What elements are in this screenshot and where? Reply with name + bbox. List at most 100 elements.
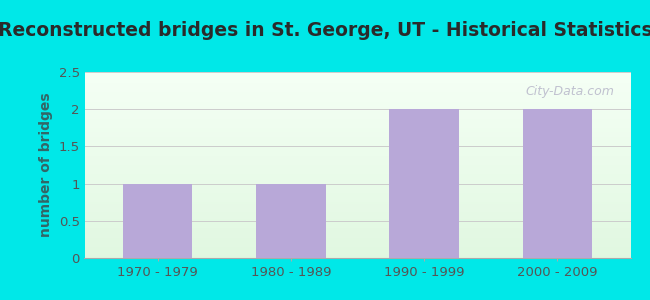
Bar	[84, 215, 630, 217]
Bar	[84, 139, 630, 141]
Bar	[84, 137, 630, 139]
Bar	[84, 126, 630, 128]
Bar	[84, 94, 630, 96]
Bar	[84, 200, 630, 202]
Bar	[84, 206, 630, 208]
Bar	[84, 120, 630, 122]
Bar	[84, 122, 630, 124]
Bar	[84, 163, 630, 165]
Text: City-Data.com: City-Data.com	[525, 85, 614, 98]
Bar	[84, 180, 630, 182]
Bar	[84, 239, 630, 241]
Bar	[84, 182, 630, 184]
Bar	[84, 96, 630, 98]
Bar	[84, 169, 630, 171]
Bar	[84, 187, 630, 189]
Bar	[84, 113, 630, 115]
Bar	[84, 204, 630, 206]
Bar	[84, 236, 630, 238]
Bar	[84, 256, 630, 258]
Bar	[84, 171, 630, 172]
Bar	[84, 208, 630, 210]
Bar	[84, 103, 630, 106]
Bar	[84, 128, 630, 130]
Bar	[256, 184, 326, 258]
Bar	[84, 202, 630, 204]
Bar	[84, 87, 630, 89]
Bar	[84, 249, 630, 250]
Bar	[84, 161, 630, 163]
Bar	[523, 109, 592, 258]
Bar	[84, 176, 630, 178]
Bar	[84, 130, 630, 131]
Bar	[84, 247, 630, 249]
Bar	[84, 148, 630, 150]
Bar	[84, 250, 630, 252]
Bar	[84, 230, 630, 232]
Bar	[84, 72, 630, 74]
Bar	[84, 238, 630, 239]
Bar	[84, 228, 630, 230]
Bar	[84, 185, 630, 187]
Bar	[84, 159, 630, 161]
Bar	[123, 184, 192, 258]
Bar	[84, 158, 630, 159]
Bar	[84, 210, 630, 212]
Bar	[84, 223, 630, 224]
Bar	[84, 189, 630, 191]
Bar	[84, 167, 630, 169]
Bar	[84, 196, 630, 199]
Bar	[84, 118, 630, 120]
Bar	[84, 107, 630, 109]
Bar	[84, 241, 630, 243]
Bar	[84, 76, 630, 78]
Bar	[84, 195, 630, 197]
Bar	[84, 98, 630, 100]
Bar	[84, 135, 630, 137]
Bar	[389, 109, 459, 258]
Bar	[84, 191, 630, 193]
Bar	[84, 252, 630, 254]
Bar	[84, 146, 630, 148]
Bar	[84, 85, 630, 87]
Bar	[84, 199, 630, 200]
Bar	[84, 232, 630, 234]
Bar	[84, 193, 630, 195]
Bar	[84, 115, 630, 117]
Bar	[84, 92, 630, 94]
Bar	[84, 152, 630, 154]
Bar	[84, 243, 630, 245]
Bar	[84, 174, 630, 176]
Bar	[84, 245, 630, 247]
Y-axis label: number of bridges: number of bridges	[39, 93, 53, 237]
Bar	[84, 102, 630, 103]
Bar	[84, 91, 630, 92]
Bar	[84, 184, 630, 185]
Bar	[84, 212, 630, 213]
Bar	[84, 80, 630, 81]
Bar	[84, 213, 630, 215]
Bar	[84, 156, 630, 158]
Bar	[84, 106, 630, 107]
Bar	[84, 254, 630, 256]
Bar	[84, 234, 630, 236]
Bar	[84, 141, 630, 143]
Bar	[84, 226, 630, 228]
Bar	[84, 124, 630, 126]
Bar	[84, 217, 630, 219]
Bar	[84, 143, 630, 145]
Bar	[84, 74, 630, 76]
Bar	[84, 219, 630, 221]
Bar	[84, 145, 630, 146]
Bar	[84, 117, 630, 118]
Bar	[84, 178, 630, 180]
Bar	[84, 78, 630, 80]
Bar	[84, 150, 630, 152]
Bar	[84, 154, 630, 156]
Bar	[84, 111, 630, 113]
Bar	[84, 81, 630, 83]
Bar	[84, 134, 630, 135]
Bar	[84, 131, 630, 134]
Bar	[84, 172, 630, 174]
Bar	[84, 221, 630, 223]
